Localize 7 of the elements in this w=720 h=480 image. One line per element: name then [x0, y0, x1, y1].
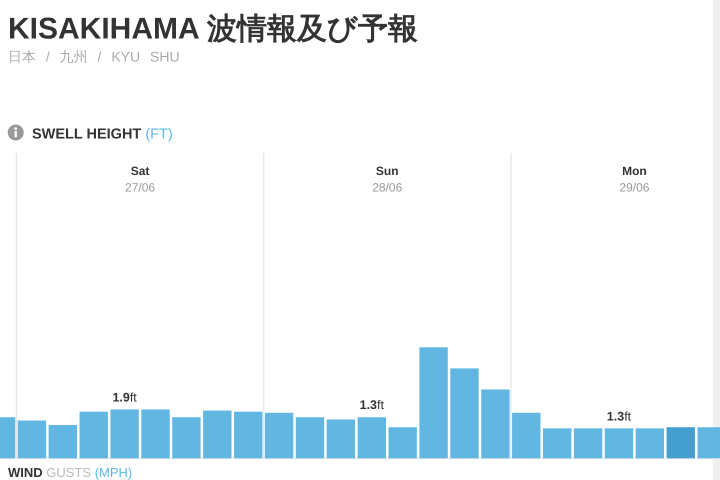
- annotation: 1.3ft: [360, 398, 384, 412]
- annotation: 1.9ft: [112, 390, 137, 404]
- subtitle: 日本 / 九州 / KYU SHU: [8, 48, 180, 64]
- annotation: WIND GUSTS (MPH): [8, 465, 132, 480]
- ylabel: SWELL HEIGHT (FT): [32, 126, 173, 142]
- title: KISAKIHAMA 波情報及び予報: [8, 12, 418, 46]
- annotation: 1.3ft: [606, 409, 632, 424]
